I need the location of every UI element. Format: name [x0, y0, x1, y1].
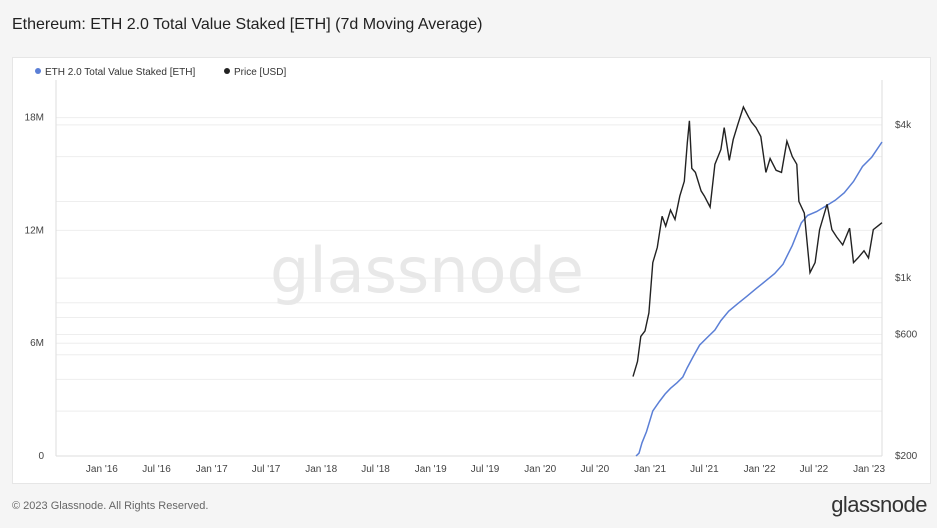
- legend-price-label[interactable]: Price [USD]: [234, 67, 286, 78]
- right-axis-tick-label: $200: [895, 451, 918, 462]
- chart-title: Ethereum: ETH 2.0 Total Value Staked [ET…: [12, 16, 483, 33]
- x-axis-tick-label: Jul '19: [471, 464, 500, 475]
- chart-card: glassnode ETH 2.0 Total Value Staked [ET…: [12, 57, 931, 484]
- legend-staked-marker[interactable]: [35, 68, 41, 74]
- x-axis-tick-label: Jul '22: [800, 464, 829, 475]
- x-axis-tick-label: Jan '23: [853, 464, 885, 475]
- left-axis-labels: 0 6M 12M 18M: [25, 113, 45, 462]
- right-axis-labels: $200 $600 $1k $4k: [895, 120, 918, 462]
- x-axis-tick-label: Jul '20: [581, 464, 610, 475]
- x-axis-tick-label: Jan '16: [86, 464, 118, 475]
- x-axis-tick-label: Jan '22: [744, 464, 776, 475]
- chart-svg: glassnode ETH 2.0 Total Value Staked [ET…: [25, 67, 918, 475]
- x-axis-tick-label: Jul '17: [252, 464, 281, 475]
- legend-price-marker[interactable]: [224, 68, 230, 74]
- left-axis-tick-label: 18M: [25, 113, 44, 124]
- x-axis-tick-label: Jan '20: [524, 464, 556, 475]
- left-axis-tick-label: 12M: [25, 225, 44, 236]
- series-staked-line: [635, 141, 883, 457]
- left-axis-tick-label: 6M: [30, 338, 44, 349]
- right-axis-tick-label: $4k: [895, 120, 912, 131]
- x-axis-tick-label: Jul '18: [361, 464, 390, 475]
- series-price-line: [632, 105, 883, 377]
- x-axis-tick-label: Jan '17: [196, 464, 228, 475]
- x-axis-labels: Jan '16 Jul '16 Jan '17 Jul '17 Jan '18 Jul '…: [86, 464, 886, 475]
- watermark-text: glassnode: [270, 234, 584, 307]
- legend-staked-label[interactable]: ETH 2.0 Total Value Staked [ETH]: [45, 67, 195, 78]
- x-axis-tick-label: Jan '21: [634, 464, 666, 475]
- footer-logo[interactable]: glassnode: [831, 492, 927, 517]
- x-axis-tick-label: Jan '19: [415, 464, 447, 475]
- right-axis-tick-label: $600: [895, 330, 918, 341]
- x-axis-tick-label: Jul '16: [142, 464, 171, 475]
- legend: ETH 2.0 Total Value Staked [ETH] Price […: [35, 67, 286, 78]
- footer-copyright: © 2023 Glassnode. All Rights Reserved.: [12, 500, 209, 512]
- x-axis-tick-label: Jul '21: [690, 464, 719, 475]
- right-axis-tick-label: $1k: [895, 273, 912, 284]
- left-axis-tick-label: 0: [38, 451, 44, 462]
- x-axis-tick-label: Jan '18: [305, 464, 337, 475]
